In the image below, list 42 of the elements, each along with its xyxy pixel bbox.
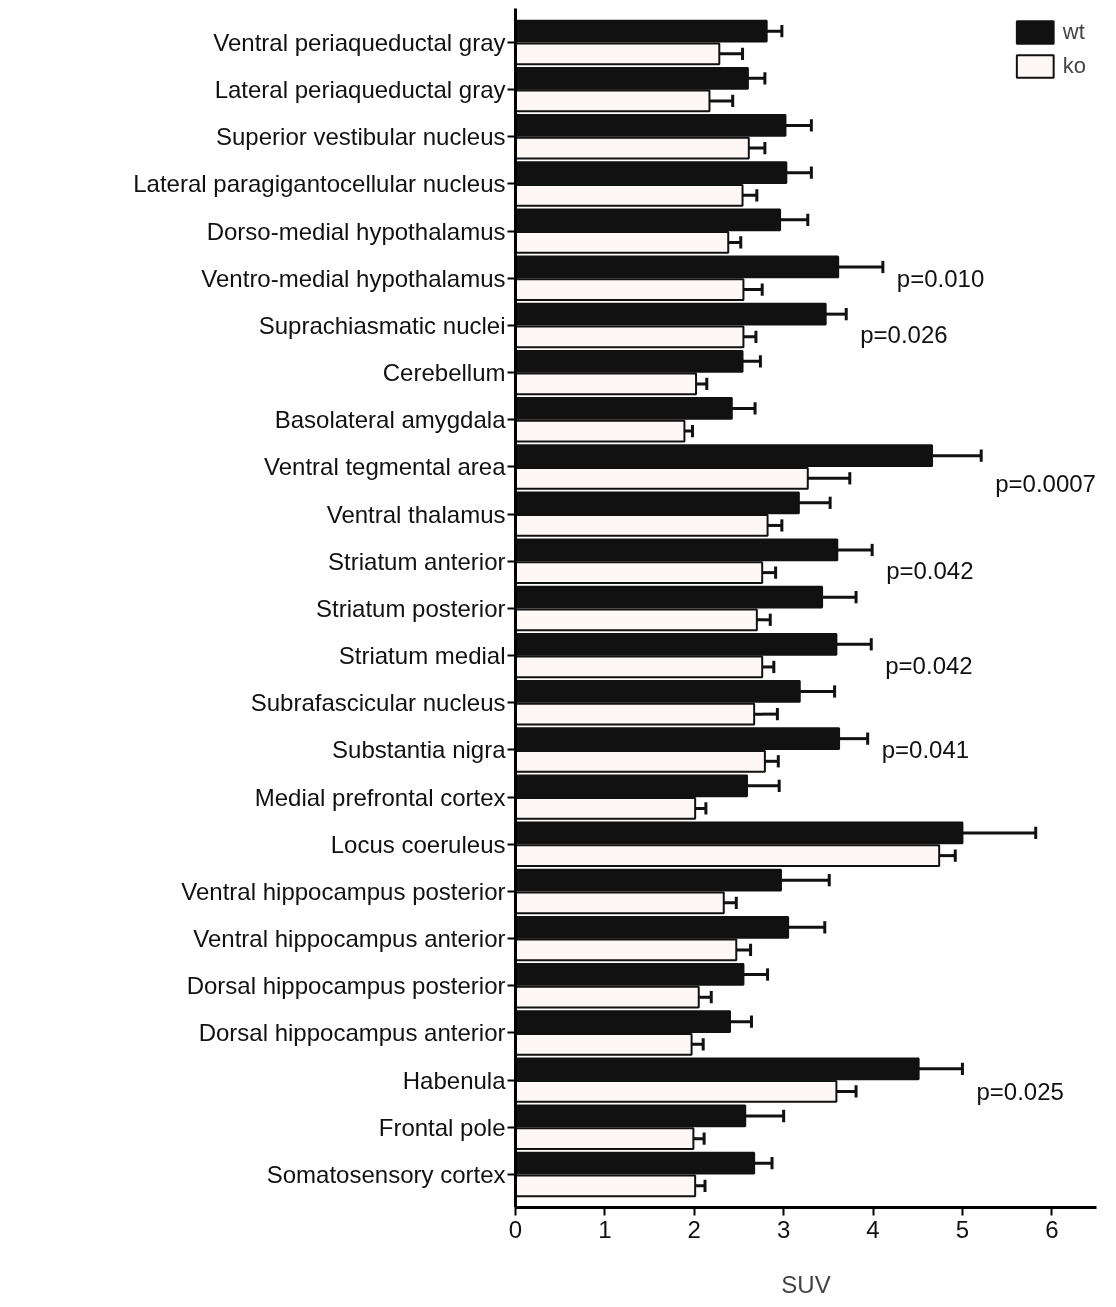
annotation: p=0.041 <box>881 736 970 764</box>
y-tick-label: Dorsal hippocampus anterior <box>198 1019 506 1047</box>
x-axis-title: SUV <box>781 1270 831 1298</box>
y-tick-label: Habenula <box>402 1066 507 1094</box>
x-tick-label: 5 <box>955 1215 970 1243</box>
y-tick-label: Ventral tegmental area <box>264 453 507 481</box>
y-tick-label: Superior vestibular nucleus <box>216 123 506 151</box>
legend-label: wt <box>1062 19 1085 45</box>
y-tick-label: Subrafascicular nucleus <box>250 689 506 717</box>
y-tick-label: Medial prefrontal cortex <box>254 783 506 811</box>
y-tick-label: Basolateral amygdala <box>274 406 507 434</box>
y-tick-label: Frontal pole <box>378 1113 506 1141</box>
y-tick-label: Cerebellum <box>382 359 506 387</box>
y-tick-label: Suprachiasmatic nuclei <box>258 311 506 339</box>
y-tick-label: Ventral periaqueductal gray <box>213 28 506 56</box>
y-tick-label: Lateral paragigantocellular nucleus <box>133 170 506 198</box>
y-tick-label: Dorsal hippocampus posterior <box>186 972 506 1000</box>
annotation: p=0.0007 <box>995 469 1096 497</box>
y-tick-label: Ventral hippocampus anterior <box>193 925 506 953</box>
y-tick-label: Dorso-medial hypothalamus <box>206 217 506 245</box>
y-tick-label: Locus coeruleus <box>330 830 506 858</box>
annotation: p=0.025 <box>976 1078 1064 1106</box>
y-tick-label: Somatosensory cortex <box>266 1160 506 1188</box>
y-tick-label: Striatum posterior <box>316 594 506 622</box>
annotation: p=0.042 <box>886 557 974 585</box>
annotation: p=0.026 <box>860 321 948 349</box>
y-tick-label: Striatum anterior <box>328 547 506 575</box>
y-tick-label: Lateral periaqueductal gray <box>214 76 506 104</box>
annotation: p=0.042 <box>885 651 973 679</box>
x-tick-label: 0 <box>508 1215 523 1243</box>
y-tick-label: Ventral hippocampus posterior <box>181 877 506 905</box>
x-tick-label: 3 <box>776 1215 791 1243</box>
y-tick-label: Ventro-medial hypothalamus <box>201 264 506 292</box>
annotation: p=0.010 <box>896 264 985 292</box>
y-tick-label: Striatum medial <box>338 642 506 670</box>
x-tick-label: 1 <box>598 1215 612 1243</box>
x-tick-label: 2 <box>687 1215 701 1243</box>
x-tick-label: 6 <box>1045 1215 1059 1243</box>
legend-label: ko <box>1062 53 1086 79</box>
y-tick-label: Substantia nigra <box>332 736 507 764</box>
y-tick-label: Ventral thalamus <box>326 500 506 528</box>
x-tick-label: 4 <box>866 1215 880 1243</box>
